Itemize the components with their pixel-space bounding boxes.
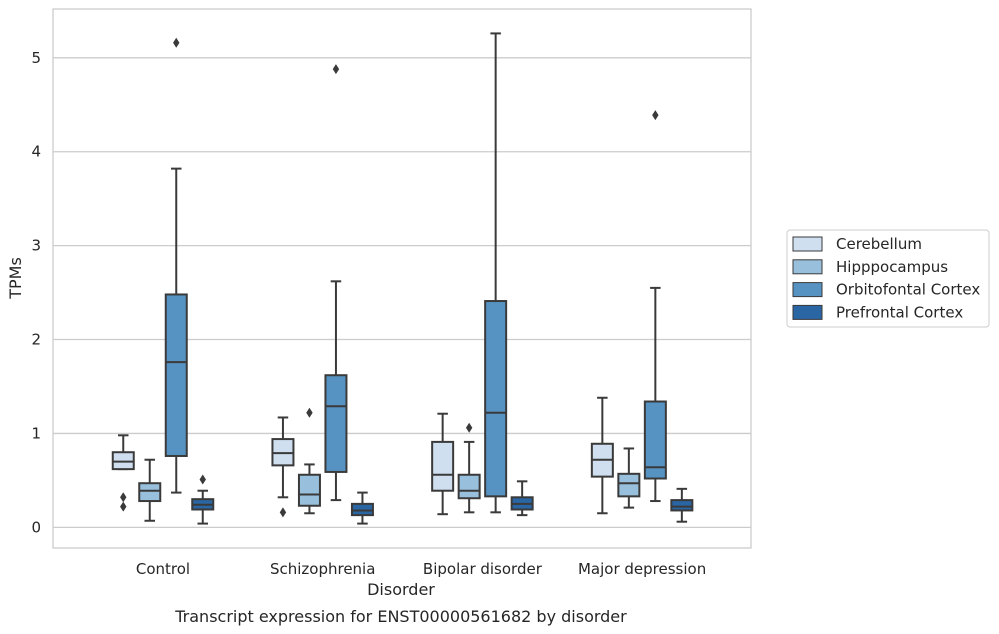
box-body <box>297 473 321 507</box>
box-orbitofontal-cortex-bipolar-disorder <box>484 32 508 514</box>
legend-item-prefrontal-cortex: Prefrontal Cortex <box>792 303 963 321</box>
legend-item-cerebellum: Cerebellum <box>792 235 922 253</box>
x-axis-label: Disorder <box>367 580 435 599</box>
x-tick-label-control: Control <box>136 560 190 578</box>
y-tick-label-0: 0 <box>31 518 41 536</box>
legend-item-hipppocampus: Hipppocampus <box>792 258 948 276</box>
y-tick-label-2: 2 <box>31 331 41 349</box>
legend-items: Cerebellum Hipppocampus Orbitofontal Corte… <box>792 235 980 321</box>
box-hipppocampus-schizophrenia <box>297 407 321 515</box>
legend-swatch <box>792 236 823 252</box>
box-orbitofontal-cortex-schizophrenia <box>324 64 348 502</box>
outlier-point <box>306 407 313 418</box>
box-prefrontal-cortex-bipolar-disorder <box>510 480 534 517</box>
y-tick-labels: 0 1 2 3 4 5 <box>31 49 41 537</box>
legend-swatch <box>792 259 823 275</box>
x-tick-label-bipolar-disorder: Bipolar disorder <box>423 560 543 578</box>
box-prefrontal-cortex-major-depression <box>670 487 694 523</box>
outlier-point <box>199 474 206 485</box>
y-tick-label-3: 3 <box>31 237 41 255</box>
box-prefrontal-cortex-control <box>191 474 215 525</box>
outlier-point <box>173 37 180 48</box>
box-body <box>643 400 667 480</box>
plot-frame <box>52 8 752 549</box>
y-tick-label-4: 4 <box>31 143 41 161</box>
box-body <box>670 499 694 512</box>
legend: Cerebellum Hipppocampus Orbitofontal Corte… <box>786 229 990 328</box>
box-cerebellum-major-depression <box>590 396 614 515</box>
box-cerebellum-control <box>111 434 135 512</box>
outlier-point <box>279 507 287 518</box>
outlier-point <box>120 492 127 503</box>
box-orbitofontal-cortex-control <box>164 37 188 494</box>
outlier-point <box>465 422 473 433</box>
legend-label: Cerebellum <box>836 235 922 253</box>
box-prefrontal-cortex-schizophrenia <box>350 491 374 525</box>
box-body <box>431 440 455 492</box>
outlier-point <box>120 501 127 512</box>
legend-frame <box>786 229 990 328</box>
y-tick-label-1: 1 <box>31 424 41 442</box>
box-hipppocampus-major-depression <box>617 447 641 509</box>
box-hipppocampus-bipolar-disorder <box>457 422 481 514</box>
box-hipppocampus-control <box>138 458 162 522</box>
x-tick-label-major-depression: Major depression <box>578 560 706 578</box>
legend-swatch <box>792 304 823 320</box>
y-tick-label-5: 5 <box>31 49 41 67</box>
x-tick-labels: Control Schizophrenia Bipolar disorder Majo… <box>136 560 706 578</box>
outlier-point <box>652 110 659 121</box>
box-body <box>457 473 481 500</box>
outlier-point <box>332 64 340 75</box>
x-tick-label-schizophrenia: Schizophrenia <box>270 560 375 578</box>
box-body <box>164 293 188 457</box>
box-cerebellum-schizophrenia <box>271 416 295 518</box>
legend-swatch <box>792 282 823 298</box>
box-body <box>324 374 348 473</box>
legend-item-orbitofontal-cortex: Orbitofontal Cortex <box>792 281 980 299</box>
box-body <box>617 472 641 498</box>
legend-label: Prefrontal Cortex <box>836 303 963 321</box>
box-cerebellum-bipolar-disorder <box>431 412 455 516</box>
box-layer <box>111 32 694 525</box>
legend-label: Orbitofontal Cortex <box>836 281 980 299</box>
chart-caption: Transcript expression for ENST0000056168… <box>174 607 627 626</box>
box-body <box>484 300 508 498</box>
y-axis-label: TPMs <box>6 257 25 300</box>
legend-label: Hipppocampus <box>836 258 948 276</box>
box-orbitofontal-cortex-major-depression <box>643 110 667 503</box>
box-body <box>138 482 162 503</box>
